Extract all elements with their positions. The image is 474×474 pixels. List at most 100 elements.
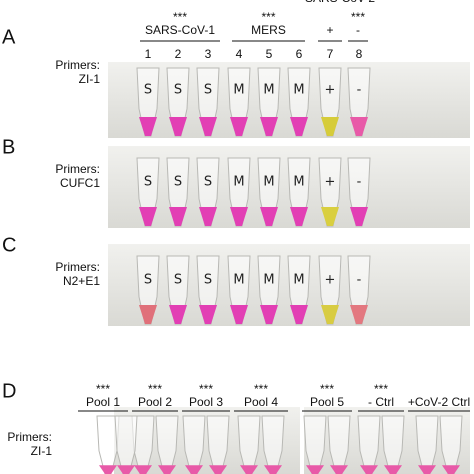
liquid bbox=[442, 465, 460, 474]
tube bbox=[415, 415, 439, 474]
lane-number: 1 bbox=[145, 47, 152, 61]
tube bbox=[237, 415, 261, 474]
tube-mark: S bbox=[204, 273, 212, 288]
liquid bbox=[134, 465, 152, 474]
tube-mark: M bbox=[263, 273, 274, 288]
tube bbox=[261, 415, 285, 474]
liquid bbox=[169, 304, 187, 324]
liquid bbox=[185, 465, 203, 474]
liquid bbox=[330, 465, 348, 474]
tube-mark: S bbox=[144, 83, 152, 98]
liquid bbox=[169, 206, 187, 226]
group-label: Pool 1 bbox=[86, 395, 120, 409]
tube-mark: - bbox=[357, 83, 362, 98]
liquid bbox=[230, 304, 248, 324]
primers: N2+E1 bbox=[63, 274, 100, 288]
tube-mark: M bbox=[263, 83, 274, 98]
liquid bbox=[169, 116, 187, 136]
liquid bbox=[230, 116, 248, 136]
group-label: - Ctrl bbox=[368, 395, 394, 409]
primers-label: Primers: bbox=[55, 58, 100, 72]
group-label: Pool 2 bbox=[138, 395, 172, 409]
primers: CUFC1 bbox=[60, 176, 100, 190]
tube-mark: S bbox=[174, 83, 182, 98]
lane-number: 3 bbox=[205, 47, 212, 61]
panel-letter: A bbox=[2, 26, 16, 48]
liquid bbox=[230, 206, 248, 226]
stars: *** bbox=[254, 382, 268, 396]
stars: *** bbox=[199, 382, 213, 396]
lane-number: 4 bbox=[236, 47, 243, 61]
group-label: - bbox=[356, 23, 360, 37]
liquid bbox=[199, 304, 217, 324]
tube bbox=[155, 415, 179, 474]
tube bbox=[303, 415, 327, 474]
liquid bbox=[360, 465, 378, 474]
panel-letter: B bbox=[2, 136, 15, 158]
liquid bbox=[117, 465, 135, 474]
liquid bbox=[290, 116, 308, 136]
liquid bbox=[350, 206, 368, 226]
tube-mark: M bbox=[233, 175, 244, 190]
tube-mark: S bbox=[204, 175, 212, 190]
tube bbox=[357, 415, 381, 474]
liquid bbox=[260, 116, 278, 136]
liquid bbox=[418, 465, 436, 474]
tube-mark: S bbox=[174, 175, 182, 190]
tube-mark: + bbox=[325, 273, 336, 288]
primers-label: Primers: bbox=[55, 260, 100, 274]
group-label: Pool 4 bbox=[244, 395, 278, 409]
liquid bbox=[321, 304, 339, 324]
liquid bbox=[240, 465, 258, 474]
lane-number: 2 bbox=[175, 47, 182, 61]
tube-mark: S bbox=[144, 273, 152, 288]
group-label: SARS-CoV-1 bbox=[145, 23, 215, 37]
tube-mark: M bbox=[293, 83, 304, 98]
tube-mark: S bbox=[144, 175, 152, 190]
liquid bbox=[199, 206, 217, 226]
tube bbox=[182, 415, 206, 474]
liquid bbox=[139, 304, 157, 324]
tube-mark: + bbox=[325, 175, 336, 190]
tube bbox=[327, 415, 351, 474]
group-label: Pool 5 bbox=[310, 395, 344, 409]
lane-number: 6 bbox=[296, 47, 303, 61]
top-label: SARS-CoV-2 bbox=[305, 0, 375, 5]
liquid bbox=[290, 206, 308, 226]
primers-label: Primers: bbox=[7, 430, 52, 444]
liquid bbox=[199, 116, 217, 136]
liquid bbox=[209, 465, 227, 474]
stars: *** bbox=[261, 10, 275, 24]
tube-mark: S bbox=[204, 83, 212, 98]
lane-number: 5 bbox=[266, 47, 273, 61]
liquid bbox=[260, 206, 278, 226]
tube-mark: + bbox=[325, 83, 336, 98]
stars: *** bbox=[320, 382, 334, 396]
stars: *** bbox=[96, 382, 110, 396]
panel-letter: C bbox=[2, 234, 16, 256]
lane-number: 8 bbox=[356, 47, 363, 61]
liquid bbox=[139, 116, 157, 136]
tube-mark: M bbox=[293, 273, 304, 288]
liquid bbox=[384, 465, 402, 474]
tube bbox=[114, 415, 138, 474]
tube-mark: M bbox=[233, 83, 244, 98]
group-label: +CoV-2 Ctrl bbox=[408, 395, 470, 409]
stars: *** bbox=[374, 382, 388, 396]
primers: ZI-1 bbox=[31, 444, 53, 458]
liquid bbox=[139, 206, 157, 226]
tube-mark: M bbox=[233, 273, 244, 288]
group-label: MERS bbox=[251, 23, 286, 37]
group-label: Pool 3 bbox=[189, 395, 223, 409]
tube bbox=[439, 415, 463, 474]
group-label: + bbox=[326, 23, 333, 37]
liquid bbox=[321, 116, 339, 136]
stars: *** bbox=[148, 382, 162, 396]
liquid bbox=[260, 304, 278, 324]
tube-mark: M bbox=[293, 175, 304, 190]
primers: ZI-1 bbox=[79, 72, 101, 86]
lane-number: 7 bbox=[327, 47, 334, 61]
tube-mark: - bbox=[357, 273, 362, 288]
liquid bbox=[350, 304, 368, 324]
